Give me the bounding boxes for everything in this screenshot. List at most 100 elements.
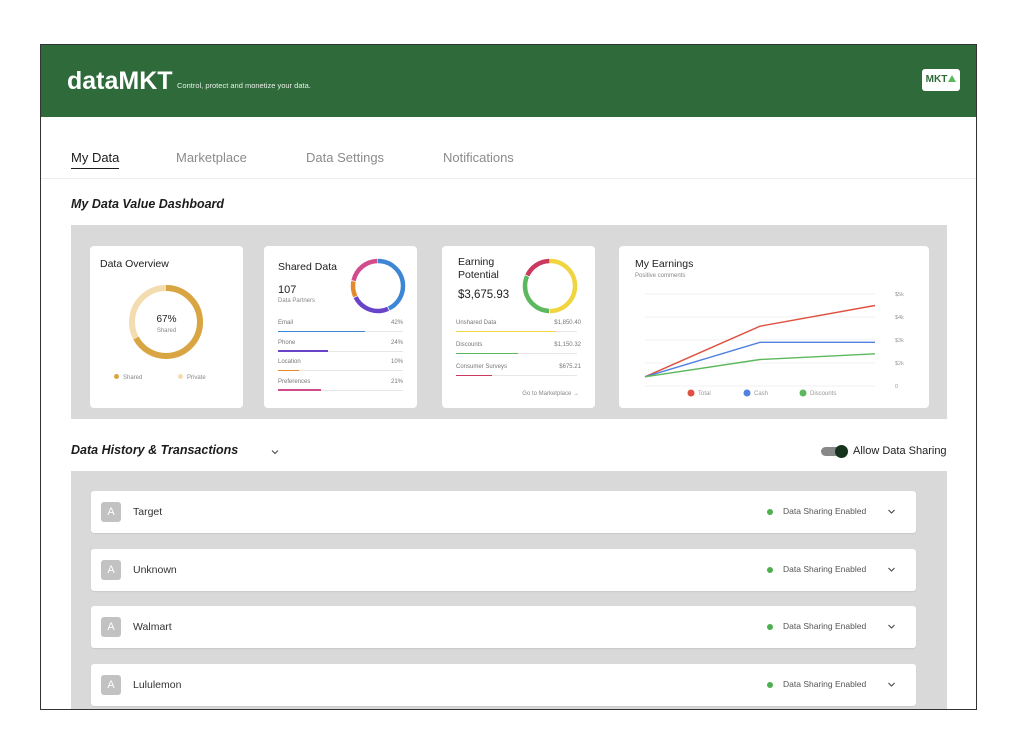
shared-row-bar: [278, 389, 322, 391]
status-badge: Data Sharing Enabled: [783, 678, 867, 689]
earning-title-line2: Potential: [458, 269, 499, 281]
chevron-down-icon[interactable]: [887, 507, 896, 516]
mkt-badge[interactable]: MKT: [922, 69, 960, 91]
mkt-badge-label: MKT: [925, 74, 948, 85]
shared-donut-segment-1: [350, 258, 406, 314]
avatar: A: [101, 674, 121, 695]
transaction-partner-name: Target: [133, 506, 163, 518]
earning-row-bar: [456, 330, 556, 332]
dashboard-title: My Data Value Dashboard: [71, 197, 225, 211]
overview-donut-chart: [129, 285, 203, 359]
shared-row-track: [278, 350, 403, 352]
series-line-discounts: [644, 353, 876, 378]
tab-marketplace[interactable]: Marketplace: [176, 150, 247, 165]
legend-dot-discounts: [799, 389, 807, 397]
shared-row-value: 42%: [390, 320, 403, 326]
status-dot: [767, 681, 773, 688]
earning-row-value: $675.21: [559, 364, 581, 370]
chevron-down-icon[interactable]: [887, 565, 896, 574]
shared-row-bar: [278, 369, 299, 371]
legend-private-label: Private: [187, 375, 206, 381]
go-to-marketplace-link[interactable]: Go to Marketplace →: [522, 391, 579, 397]
transaction-partner-name: Lululemon: [133, 678, 182, 691]
chevron-down-icon[interactable]: [887, 680, 896, 689]
earning-row-track: [456, 375, 577, 376]
shared-row-bar: [278, 330, 365, 332]
chevron-down-icon[interactable]: [887, 622, 896, 631]
status-dot: [767, 566, 773, 573]
earning-row-bar: [456, 352, 518, 354]
tagline: Control, protect and monetize your data.: [177, 81, 311, 90]
earning-row-bar: [456, 374, 492, 376]
history-chevron-down-icon[interactable]: [271, 448, 279, 456]
allow-sharing-label: Allow Data Sharing: [853, 445, 947, 457]
chevron-path: [888, 567, 895, 572]
transaction-row[interactable]: A Lululemon Data Sharing Enabled: [91, 663, 916, 706]
my-earnings-card: My Earnings Positive comments 0 $2k $3k $4k…: [619, 246, 929, 408]
earning-donut-segment-2: [522, 258, 578, 314]
my-earnings-subtitle: Positive comments: [635, 273, 686, 279]
shared-row-value: 24%: [390, 339, 403, 346]
tab-my-data[interactable]: My Data: [71, 150, 120, 169]
legend-label-total: Total: [698, 391, 711, 397]
status-badge: Data Sharing Enabled: [783, 563, 867, 574]
transaction-row[interactable]: A Unknown Data Sharing Enabled: [91, 548, 916, 591]
overview-percent: 67%: [156, 314, 177, 325]
data-overview-title: Data Overview: [100, 258, 169, 270]
data-overview-card: Data Overview 67% Shared Shared Private: [90, 246, 243, 408]
y-tick-label: $3k: [895, 338, 904, 344]
history-title: Data History & Transactions: [71, 443, 239, 457]
legend-dot-total: [687, 389, 695, 397]
shared-row-label: Phone: [278, 339, 296, 346]
status-badge: Data Sharing Enabled: [783, 506, 867, 516]
shared-row-track: [278, 389, 403, 391]
avatar: A: [101, 559, 121, 580]
shared-data-card: Shared Data 107 Data Partners Email 42% Ph…: [264, 246, 417, 408]
overview-donut-shared: [129, 285, 203, 359]
chevron-path: [888, 509, 895, 514]
shared-donut-segment-3: [350, 258, 406, 314]
legend-shared-label: Shared: [123, 375, 143, 381]
up-triangle-icon: [948, 75, 957, 82]
overview-legend-private: Private: [178, 374, 206, 381]
legend-label-cash: Cash: [754, 391, 768, 397]
transaction-row[interactable]: A Target Data Sharing Enabled: [91, 491, 916, 533]
shared-row-label: Location: [278, 359, 301, 365]
earning-total: $3,675.93: [458, 289, 510, 301]
dashboard-panel: Data Overview 67% Shared Shared Private …: [71, 225, 947, 419]
overview-sub-label: Shared: [156, 328, 177, 334]
status-dot: [767, 509, 773, 515]
series-line-total: [644, 304, 876, 378]
tab-notifications[interactable]: Notifications: [443, 150, 514, 165]
brand-logo[interactable]: dataMKT: [67, 67, 173, 95]
app-frame: dataMKT Control, protect and monetize yo…: [40, 44, 977, 710]
earning-row-label: Consumer Surveys: [456, 364, 508, 370]
earnings-line-chart: 0 $2k $3k $4k $5k Total Cash Discounts: [644, 292, 904, 397]
status-dot: [767, 624, 773, 630]
shared-data-count-label: Data Partners: [278, 298, 316, 304]
toggle-track: [821, 447, 845, 456]
header-bar: dataMKT Control, protect and monetize yo…: [41, 45, 976, 117]
y-tick-label: 0: [895, 384, 898, 390]
y-tick-label: $5k: [895, 292, 904, 298]
earning-donut-chart: [522, 258, 578, 314]
status-badge: Data Sharing Enabled: [783, 621, 867, 631]
transaction-partner-name: Unknown: [133, 563, 177, 576]
earning-row-label: Unshared Data: [456, 320, 497, 326]
earning-title-line1: Earning: [458, 256, 495, 268]
legend-private-dot: [178, 374, 183, 379]
tabs-divider: [41, 178, 976, 179]
shared-row-value: 10%: [390, 359, 403, 365]
shared-donut-segment-2: [350, 258, 406, 314]
my-earnings-title: My Earnings: [635, 258, 694, 270]
avatar: A: [101, 617, 121, 637]
y-tick-label: $2k: [895, 361, 904, 367]
shared-data-count: 107: [278, 284, 297, 296]
legend-label-discounts: Discounts: [810, 391, 836, 397]
allow-sharing-toggle[interactable]: [821, 445, 849, 458]
earning-row-value: $1,850.40: [554, 320, 581, 326]
shared-row-track: [278, 370, 403, 371]
shared-row-label: Preferences: [278, 378, 311, 385]
transaction-row[interactable]: A Walmart Data Sharing Enabled: [91, 606, 916, 648]
tab-data-settings[interactable]: Data Settings: [306, 150, 385, 165]
